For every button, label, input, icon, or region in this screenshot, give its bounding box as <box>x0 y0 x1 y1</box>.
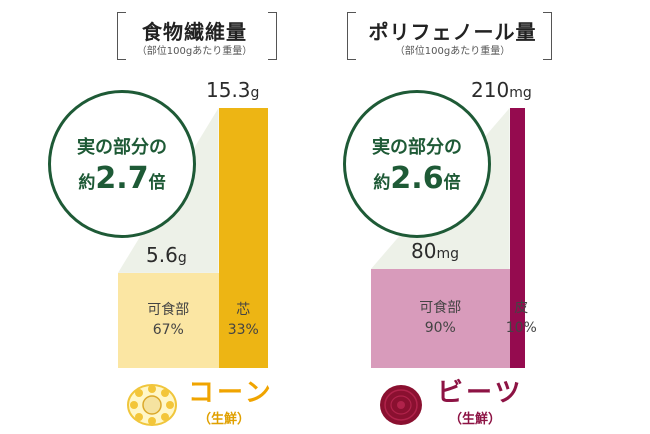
bar-edible <box>371 268 510 368</box>
value-label-edible: 5.6g <box>146 242 187 267</box>
chart-title: 食物繊維量 <box>142 20 247 44</box>
bar-skin-label: 皮 10% <box>502 298 541 338</box>
product-sub: （生鮮） <box>449 412 502 427</box>
chart-subtitle: （部位100gあたり重量） <box>136 46 253 57</box>
value-label-core: 15.3g <box>206 78 260 102</box>
badge-line1: 実の部分の <box>372 136 462 158</box>
bar-edible-label: 可食部 67% <box>118 300 219 340</box>
title-bracket-right <box>268 12 277 60</box>
bar-skin <box>509 108 525 368</box>
chart-subtitle: （部位100gあたり重量） <box>394 46 511 57</box>
part-share: 10% <box>505 320 537 337</box>
value-label-edible: 80mg <box>411 238 459 263</box>
bar-core <box>218 108 268 368</box>
title-bracket-right <box>543 12 552 60</box>
badge-line2: 約2.7倍 <box>78 160 166 196</box>
part-share: 90% <box>424 320 456 337</box>
product-sub: （生鮮） <box>198 412 251 427</box>
bar-core-label: 芯 33% <box>219 300 269 340</box>
part-name: 可食部 <box>147 302 190 319</box>
part-name: 芯 <box>236 302 251 319</box>
part-name: 可食部 <box>419 300 462 317</box>
product-name: コーン <box>188 378 274 408</box>
chart-title: ポリフェノール量 <box>368 20 537 44</box>
part-share: 67% <box>152 322 184 339</box>
title-bracket-left <box>117 12 126 60</box>
part-name: 皮 <box>514 300 529 317</box>
bar-edible <box>118 272 219 368</box>
title-bracket-left <box>347 12 356 60</box>
ratio-badge: 実の部分の 約2.6倍 <box>343 90 491 238</box>
polyphenol-chart-panel: ポリフェノール量 （部位100gあたり重量） 可食部 90% 皮 10% 80m… <box>325 0 650 434</box>
value-label-skin: 210mg <box>471 78 532 102</box>
part-share: 33% <box>227 322 259 339</box>
fiber-chart-panel: 食物繊維量 （部位100gあたり重量） 可食部 67% 芯 33% 5.6g 1… <box>48 12 277 427</box>
bar-edible-label: 可食部 90% <box>371 298 510 338</box>
badge-line1: 実の部分の <box>77 136 167 158</box>
badge-line2: 約2.6倍 <box>373 160 461 196</box>
product-name: ビーツ <box>437 378 524 408</box>
corn-icon <box>127 384 177 426</box>
beet-icon <box>380 385 422 425</box>
ratio-badge: 実の部分の 約2.7倍 <box>48 90 196 238</box>
